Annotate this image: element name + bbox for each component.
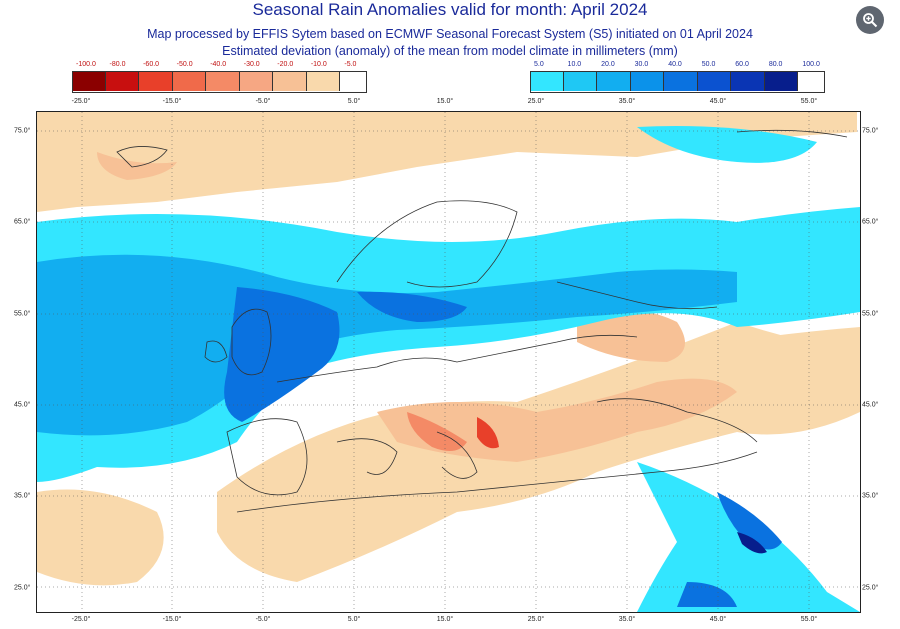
- longitude-label: -25.0°: [71, 98, 91, 105]
- zoom-in-button[interactable]: [856, 6, 884, 34]
- legend-swatch: 100.0: [798, 61, 831, 91]
- legend-label: -100.0: [76, 61, 96, 68]
- coastlines: [116, 129, 848, 513]
- latitude-label: 35.0°: [14, 492, 31, 500]
- legend-label: -20.0: [277, 61, 294, 68]
- legend-swatch: -100.0: [72, 61, 106, 91]
- legend-label: 40.0: [668, 61, 682, 68]
- legend-label: -60.0: [143, 61, 160, 68]
- legend-swatch: 20.0: [597, 61, 631, 91]
- longitude-label: 5.0°: [347, 98, 361, 105]
- legend-label: -80.0: [109, 61, 126, 68]
- latitude-label: 25.0°: [862, 584, 879, 591]
- legend-swatch: -50.0: [172, 61, 207, 91]
- map-canvas: [37, 112, 860, 612]
- longitude-label: 25.0°: [527, 98, 545, 105]
- legend-swatch: 80.0: [764, 61, 799, 91]
- legend-swatch: -40.0: [206, 61, 240, 91]
- zoom-in-icon: [863, 13, 878, 28]
- legend-label: -40.0: [210, 61, 227, 68]
- latitude-label: 45.0°: [862, 401, 879, 409]
- longitude-label: 15.0°: [436, 616, 454, 623]
- latitude-label: 65.0°: [14, 218, 31, 226]
- legend-label: -5.0: [344, 61, 357, 68]
- longitude-label: 55.0°: [800, 616, 818, 623]
- longitude-label: 35.0°: [618, 616, 636, 623]
- longitude-label: 55.0°: [800, 98, 818, 105]
- legend-swatch: 10.0: [563, 61, 598, 91]
- longitude-label: 35.0°: [618, 98, 636, 105]
- longitude-label: -5.0°: [255, 98, 271, 105]
- legend-positive: 5.0 10.0 20.0 30.0 40.0 50.0 60.0 80.0 100.0: [530, 61, 831, 91]
- legend-negative: -100.0 -80.0 -60.0 -50.0 -40.0 -30.0 -20.0 -10.…: [72, 61, 373, 91]
- legend-label: 5.0: [534, 61, 544, 68]
- graticule: [37, 112, 860, 612]
- longitude-label: 45.0°: [709, 616, 727, 623]
- legend-label: 50.0: [701, 61, 716, 68]
- legend-label: -30.0: [243, 61, 260, 68]
- longitude-label: -15.0°: [162, 98, 182, 105]
- legend-label: -50.0: [176, 61, 193, 68]
- legend-label: -10.0: [310, 61, 327, 68]
- latitude-label: 75.0°: [862, 127, 879, 135]
- legend-label: 80.0: [768, 61, 783, 68]
- latitude-label: 35.0°: [862, 492, 879, 500]
- longitude-label: 15.0°: [436, 98, 454, 105]
- map-subtitle-source: Map processed by EFFIS Sytem based on EC…: [147, 27, 753, 41]
- latitude-label: 55.0°: [862, 310, 879, 318]
- legend-swatch: 5.0: [530, 61, 564, 91]
- legend-swatch: 30.0: [630, 61, 665, 91]
- longitude-label: 25.0°: [527, 616, 545, 623]
- legend-swatch: -10.0: [306, 61, 341, 91]
- legend-swatch: -20.0: [273, 61, 307, 91]
- anomaly-map[interactable]: [36, 111, 861, 613]
- latitude-label: 25.0°: [14, 584, 31, 591]
- legend-swatch: 40.0: [664, 61, 698, 91]
- legend-swatch: 60.0: [731, 61, 765, 91]
- latitude-label: 45.0°: [14, 401, 31, 409]
- legend-swatch: -30.0: [239, 61, 274, 91]
- longitude-label: 5.0°: [347, 616, 361, 623]
- latitude-label: 65.0°: [862, 218, 879, 226]
- legend-swatch: -60.0: [139, 61, 173, 91]
- legend-label: 100.0: [802, 61, 820, 68]
- legend-swatch: 50.0: [697, 61, 732, 91]
- map-title: Seasonal Rain Anomalies valid for month:…: [252, 0, 648, 19]
- map-subtitle-units: Estimated deviation (anomaly) of the mea…: [222, 44, 678, 58]
- longitude-label: -15.0°: [162, 616, 182, 623]
- latitude-label: 75.0°: [14, 127, 31, 135]
- legend-label: 20.0: [601, 61, 615, 68]
- longitude-label: 45.0°: [709, 98, 727, 105]
- legend-swatch: -5.0: [340, 61, 373, 91]
- legend-label: 60.0: [735, 61, 749, 68]
- latitude-label: 55.0°: [14, 310, 31, 318]
- longitude-label: -5.0°: [255, 616, 271, 623]
- legend-swatch: -80.0: [105, 61, 140, 91]
- legend-label: 30.0: [634, 61, 649, 68]
- longitude-label: -25.0°: [71, 616, 91, 623]
- legend-label: 10.0: [567, 61, 582, 68]
- dry-anomaly-areas: [37, 112, 860, 586]
- wet-anomaly-areas: [37, 126, 860, 612]
